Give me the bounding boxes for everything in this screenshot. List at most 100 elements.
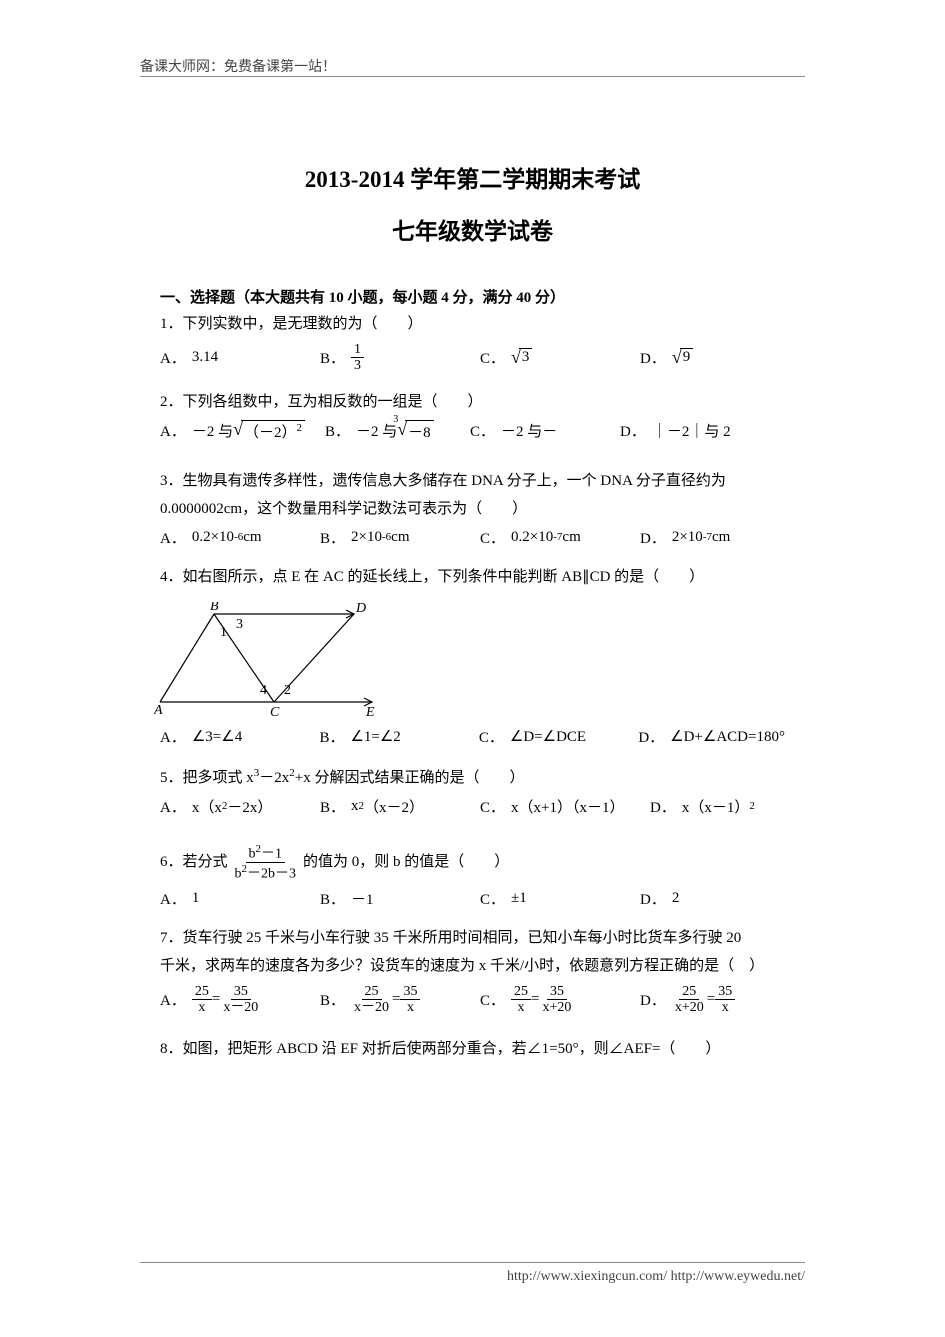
q5-a-label: A．: [160, 796, 186, 817]
q6-d-value: 2: [672, 890, 680, 907]
page-footer: http://www.xiexingcun.com/ http://www.ey…: [507, 1269, 805, 1285]
q7-d-r-num: 35: [715, 984, 735, 1000]
q4-c-label: C．: [479, 726, 504, 747]
content-area: 2013-2014 学年第二学期期末考试 七年级数学试卷 一、选择题（本大题共有…: [160, 160, 785, 1066]
q4-a-label: A．: [160, 726, 186, 747]
q7-a-r-num: 35: [231, 984, 251, 1000]
q4-stem: 4．如右图所示，点 E 在 AC 的延长线上，下列条件中能判断 AB∥CD 的是…: [160, 566, 785, 589]
q5-option-a: A． x（x2－2x）: [160, 796, 320, 817]
q2-option-d: D． ｜－2｜与 2: [620, 420, 731, 442]
q6-a-value: 1: [192, 890, 200, 907]
q2-c-value: －2 与－: [501, 420, 557, 441]
q3-b-base: 2×10: [351, 529, 382, 546]
q3-a-exp: -6: [234, 531, 243, 543]
q2-a-sup: 2: [297, 422, 303, 434]
q4-c-value: ∠D=∠DCE: [510, 727, 586, 746]
q7-a-left: 25x: [192, 984, 212, 1016]
q5-a-pre: x（x: [192, 796, 222, 817]
q3-c-label: C．: [480, 527, 505, 548]
header-divider: [140, 76, 805, 77]
q6-den-pre: b: [235, 866, 242, 881]
q1-options: A． 3.14 B． 1 3 C． √ 3 D． √ 9: [160, 342, 785, 374]
q2-b-rad-val: －8: [405, 420, 434, 442]
q2-b-sqrt: 3 √ －8: [397, 420, 433, 442]
q5-option-b: B． x2（x－2）: [320, 796, 480, 817]
q6-option-b: B． －1: [320, 888, 480, 909]
q1-a-value: 3.14: [192, 349, 218, 366]
q6-option-d: D． 2: [640, 888, 679, 909]
q7-b-l-den: x－20: [351, 1000, 392, 1015]
q2-option-a: A． －2 与 √ （－2）2: [160, 420, 325, 442]
q6-option-c: C． ±1: [480, 888, 640, 909]
exam-title-line2: 七年级数学试卷: [160, 212, 785, 246]
q6-num: b2－1: [246, 843, 286, 863]
q3-b-exp: -6: [382, 531, 391, 543]
q3-line1: 3．生物具有遗传多样性，遗传信息大多储存在 DNA 分子上，一个 DNA 分子直…: [160, 470, 785, 493]
q7-b-right: 35x: [400, 984, 420, 1016]
q5-d-e: 2: [749, 800, 755, 812]
q1-d-value: 9: [680, 348, 694, 366]
q5-c-label: C．: [480, 796, 505, 817]
q6-c-label: C．: [480, 888, 505, 909]
q1-option-d: D． √ 9: [640, 342, 693, 374]
q4-b-value: ∠1=∠2: [350, 727, 400, 746]
q7-b-l-num: 25: [362, 984, 382, 1000]
q7-d-eq: =: [707, 991, 715, 1008]
page-header: 备课大师网：免费备课第一站！: [140, 56, 336, 76]
q7-options: A． 25x = 35x－20 B． 25x－20 = 35x C． 25x =…: [160, 984, 785, 1016]
q2-a-rad-inner: （－2）: [244, 425, 297, 441]
q5-c-value: x（x+1）（x－1）: [511, 796, 624, 817]
q7-option-b: B． 25x－20 = 35x: [320, 984, 480, 1016]
q7-option-d: D． 25x+20 = 35x: [640, 984, 735, 1016]
q3-c-exp: -7: [553, 531, 562, 543]
svg-text:1: 1: [220, 625, 227, 640]
q7-b-label: B．: [320, 989, 345, 1010]
q1-b-num: 1: [351, 342, 364, 358]
q1-d-sqrt: √ 9: [672, 348, 693, 366]
q5-options: A． x（x2－2x） B． x2（x－2） C． x（x+1）（x－1） D．…: [160, 796, 785, 817]
q7-c-label: C．: [480, 989, 505, 1010]
svg-text:2: 2: [284, 683, 291, 698]
q3-option-b: B． 2×10-6cm: [320, 527, 480, 548]
q7-a-l-den: x: [195, 1000, 208, 1015]
q4-d-label: D．: [638, 726, 664, 747]
q6-den-post: －2b－3: [247, 866, 296, 881]
q7-d-r-den: x: [719, 1000, 732, 1015]
q7-d-label: D．: [640, 989, 666, 1010]
q6-num-pre: b: [249, 846, 256, 861]
q4-diagram: ABCDE1234: [154, 602, 384, 717]
q4-d-value: ∠D+∠ACD=180°: [670, 727, 785, 746]
q5-b-post: （x－2）: [364, 796, 424, 817]
q3-a-base: 0.2×10: [192, 529, 234, 546]
q7-c-l-num: 25: [511, 984, 531, 1000]
svg-text:3: 3: [236, 617, 243, 632]
q2-a-rad: （－2）2: [241, 420, 305, 442]
q6-num-post: －1: [261, 846, 282, 861]
q5-option-d: D． x（x－1）2: [650, 796, 755, 817]
q3-option-c: C． 0.2×10-7cm: [480, 527, 640, 548]
q4-b-label: B．: [319, 726, 344, 747]
q7-c-l-den: x: [515, 1000, 528, 1015]
q1-stem: 1．下列实数中，是无理数的为（ ）: [160, 313, 785, 336]
q5-a-post: －2x）: [227, 796, 272, 817]
q3-a-unit: cm: [243, 529, 261, 546]
q7-option-a: A． 25x = 35x－20: [160, 984, 320, 1016]
q6-b-label: B．: [320, 888, 345, 909]
exam-title-line1: 2013-2014 学年第二学期期末考试: [160, 160, 785, 194]
q1-b-label: B．: [320, 347, 345, 368]
q7-b-r-den: x: [404, 1000, 417, 1015]
q7-c-eq: =: [531, 991, 539, 1008]
q5-stem-pre: 5．把多项式 x: [160, 770, 254, 786]
q7-b-r-num: 35: [400, 984, 420, 1000]
q3-d-base: 2×10: [672, 529, 703, 546]
q1-c-label: C．: [480, 347, 505, 368]
svg-text:E: E: [365, 705, 375, 717]
q2-a-sqrt: √ （－2）2: [233, 420, 305, 442]
svg-text:4: 4: [260, 683, 267, 698]
q7-c-right: 35x+20: [539, 984, 574, 1016]
q5-mid2: +x 分解因式结果正确的是（ ）: [295, 770, 525, 786]
q4-a-value: ∠3=∠4: [192, 727, 242, 746]
q7-d-l-num: 25: [679, 984, 699, 1000]
q2-c-label: C．: [470, 420, 495, 441]
q3-d-label: D．: [640, 527, 666, 548]
